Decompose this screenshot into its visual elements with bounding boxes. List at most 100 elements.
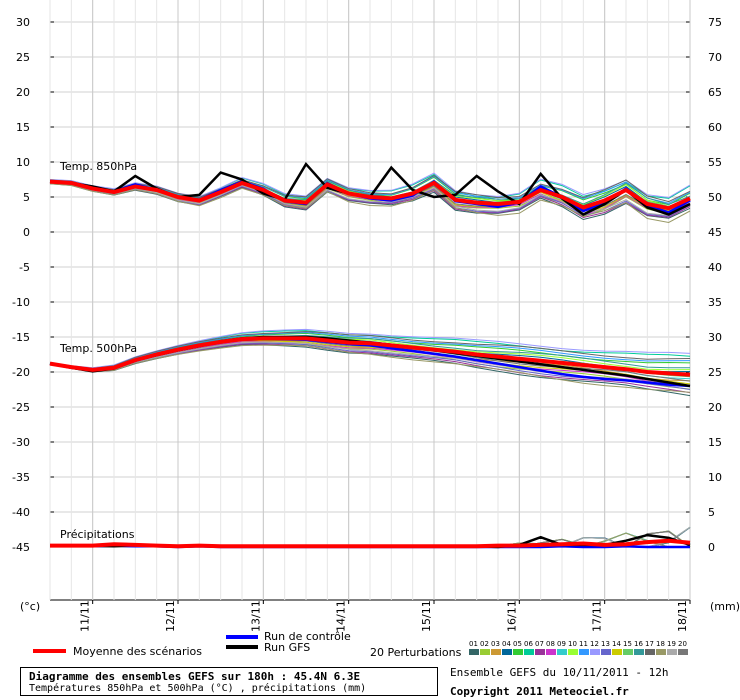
perturbation-number: 13 [601,640,610,648]
panel-label-precip: Précipitations [60,528,135,541]
legend-mean-label: Moyenne des scénarios [73,645,202,658]
perturbation-number: 14 [612,640,621,648]
perturbation-850-line [49,183,691,224]
left-tick-label: 10 [16,156,30,169]
perturbation-swatch [678,649,688,655]
date-label: 12/11 [164,600,177,632]
date-label: 16/11 [505,600,518,632]
perturbation-number: 16 [634,640,643,648]
panel-label-850: Temp. 850hPa [59,160,137,173]
perturbation-swatch [634,649,644,655]
left-unit-label: (°c) [20,600,40,613]
perturbation-swatch [513,649,523,655]
date-label: 14/11 [335,600,348,632]
series-precip-line [50,538,691,549]
run-info: Ensemble GEFS du 10/11/2011 - 12h [450,666,669,679]
left-tick-label: 5 [23,191,30,204]
left-tick-label: -10 [12,296,30,309]
perturbation-swatch [568,649,578,655]
perturbation-number: 19 [667,640,676,648]
left-tick-label: 25 [16,51,30,64]
legend: Moyenne des scénarios Run de contrôle Ru… [33,630,688,659]
perturbation-number: 05 [513,640,522,648]
perturbation-850-line [49,174,691,203]
perturbation-swatch [579,649,589,655]
right-tick-label: 45 [708,226,722,239]
perturbation-500-line [49,331,691,370]
perturbation-number: 02 [480,640,489,648]
right-tick-label: 60 [708,121,722,134]
left-tick-label: -5 [19,261,30,274]
right-tick-label: 70 [708,51,722,64]
perturbation-swatch [667,649,677,655]
right-tick-label: 55 [708,156,722,169]
left-tick-label: 30 [16,16,30,29]
perturbation-number: 04 [502,640,511,648]
perturbation-swatch [480,649,490,655]
perturbation-swatch [469,649,479,655]
main-series-lines [49,161,691,549]
right-tick-label: 65 [708,86,722,99]
footer-info-box: Diagramme des ensembles GEFS sur 180h : … [20,667,438,696]
date-label: 17/11 [591,600,604,632]
perturbation-number: 17 [645,640,654,648]
chart-grid [49,0,691,604]
left-tick-label: -35 [12,471,30,484]
perturbation-swatch [656,649,666,655]
date-label: 11/11 [79,600,92,632]
left-tick-label: -15 [12,331,30,344]
perturbation-number: 09 [557,640,566,648]
perturbation-swatch [623,649,633,655]
right-tick-label: 20 [708,401,722,414]
perturbation-number: 07 [535,640,544,648]
perturbation-swatch [524,649,534,655]
right-tick-label: 30 [708,331,722,344]
right-tick-label: 15 [708,436,722,449]
right-tick-label: 35 [708,296,722,309]
left-tick-label: -30 [12,436,30,449]
right-unit-label: (mm) [710,600,740,613]
left-tick-label: -20 [12,366,30,379]
right-tick-label: 75 [708,16,722,29]
date-label: 15/11 [420,600,433,632]
perturbation-number: 20 [678,640,687,648]
perturbation-number: 06 [524,640,533,648]
perturbation-500-line [49,344,691,393]
perturbation-number: 03 [491,640,500,648]
legend-gfs-label: Run GFS [264,641,310,654]
legend-perturbations-label: 20 Perturbations [370,646,462,659]
date-label: 18/11 [676,600,689,632]
perturbation-swatch [645,649,655,655]
perturbation-number: 12 [590,640,599,648]
perturbation-number: 18 [656,640,665,648]
date-label: 13/11 [249,600,262,632]
perturbation-swatches: 01 02 03 04 05 06 07 08 09 10 11 12 13 14 15 16 17 18 19 20 [469,640,688,655]
left-tick-label: 20 [16,86,30,99]
left-tick-label: 15 [16,121,30,134]
perturbation-swatch [590,649,600,655]
perturbation-swatch [612,649,622,655]
perturbation-swatch [546,649,556,655]
perturbation-swatch [535,649,545,655]
left-tick-label: -40 [12,506,30,519]
perturbation-number: 15 [623,640,632,648]
panel-label-500: Temp. 500hPa [59,342,137,355]
perturbation-swatch [601,649,611,655]
perturbation-number: 11 [579,640,588,648]
series-850-line [49,179,691,211]
perturbation-500-line [49,331,691,369]
left-tick-label: 0 [23,226,30,239]
perturbation-number: 10 [568,640,577,648]
left-tick-label: -25 [12,401,30,414]
legend-control-label: Run de contrôle [264,630,351,643]
right-tick-label: 10 [708,471,722,484]
footer-subtitle: Températures 850hPa et 500hPa (°C) , pré… [29,683,367,694]
perturbation-swatch [502,649,512,655]
right-tick-label: 40 [708,261,722,274]
footer-title: Diagramme des ensembles GEFS sur 180h : … [29,670,361,683]
perturbation-number: 08 [546,640,555,648]
perturbation-swatch [491,649,501,655]
right-tick-label: 0 [708,541,715,554]
